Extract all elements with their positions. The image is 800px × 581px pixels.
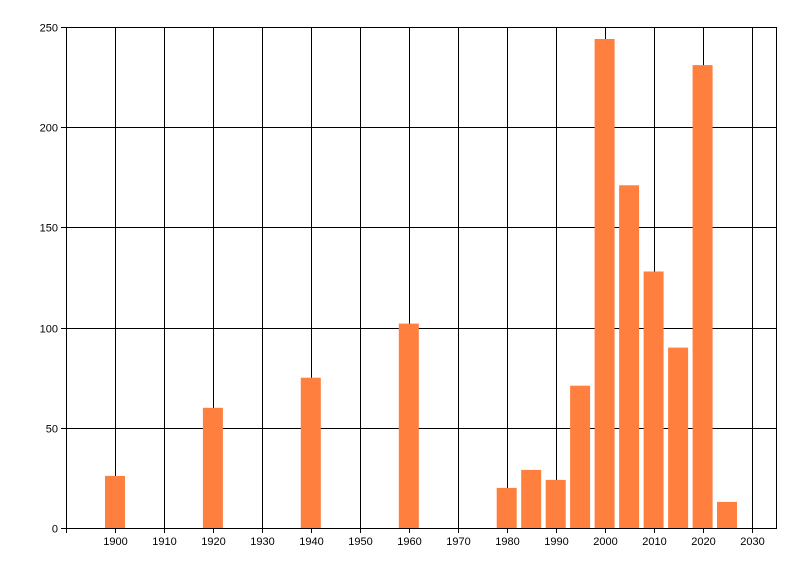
bar-2025 [717,501,737,528]
y-tick-label: 250 [40,23,58,35]
x-tick-label: 2010 [642,536,666,548]
bar-1995 [570,385,591,528]
bar-1990 [545,479,566,528]
x-tick-label: 2030 [740,536,764,548]
x-tick-label: 2000 [593,536,617,548]
bar-1980 [496,487,517,528]
bar-1920 [202,407,223,528]
x-tick-label: 1940 [299,536,323,548]
y-tick-label: 100 [40,324,58,336]
x-tick-label: 1970 [446,536,470,548]
y-tick-label: 0 [52,524,58,536]
bar-2000 [594,39,615,528]
bar-1900 [105,475,125,528]
x-tick-label: 1960 [397,536,421,548]
x-tick-label: 1920 [201,536,225,548]
bar-1960 [398,323,419,528]
x-tick-label: 1930 [250,536,274,548]
axes [61,27,777,533]
y-tick-label: 150 [40,223,58,235]
x-tick-label: 1900 [103,536,127,548]
x-tick-label: 2020 [691,536,715,548]
bar-2010 [643,271,664,528]
bar-1940 [300,377,321,528]
x-tick-label: 1980 [495,536,519,548]
bars [105,39,737,529]
bar-2020 [692,65,713,528]
x-tick-label: 1910 [152,536,176,548]
tick-labels: 1900 1910 1920 1930 1940 1950 1960 1970 1980 1990… [40,23,765,549]
bar-2015 [668,347,689,528]
y-tick-label: 200 [40,123,58,135]
x-tick-label: 1990 [544,536,568,548]
bar-1985 [521,469,542,528]
x-tick-label: 1950 [348,536,372,548]
y-tick-label: 50 [46,424,58,436]
bar-2005 [619,185,640,529]
